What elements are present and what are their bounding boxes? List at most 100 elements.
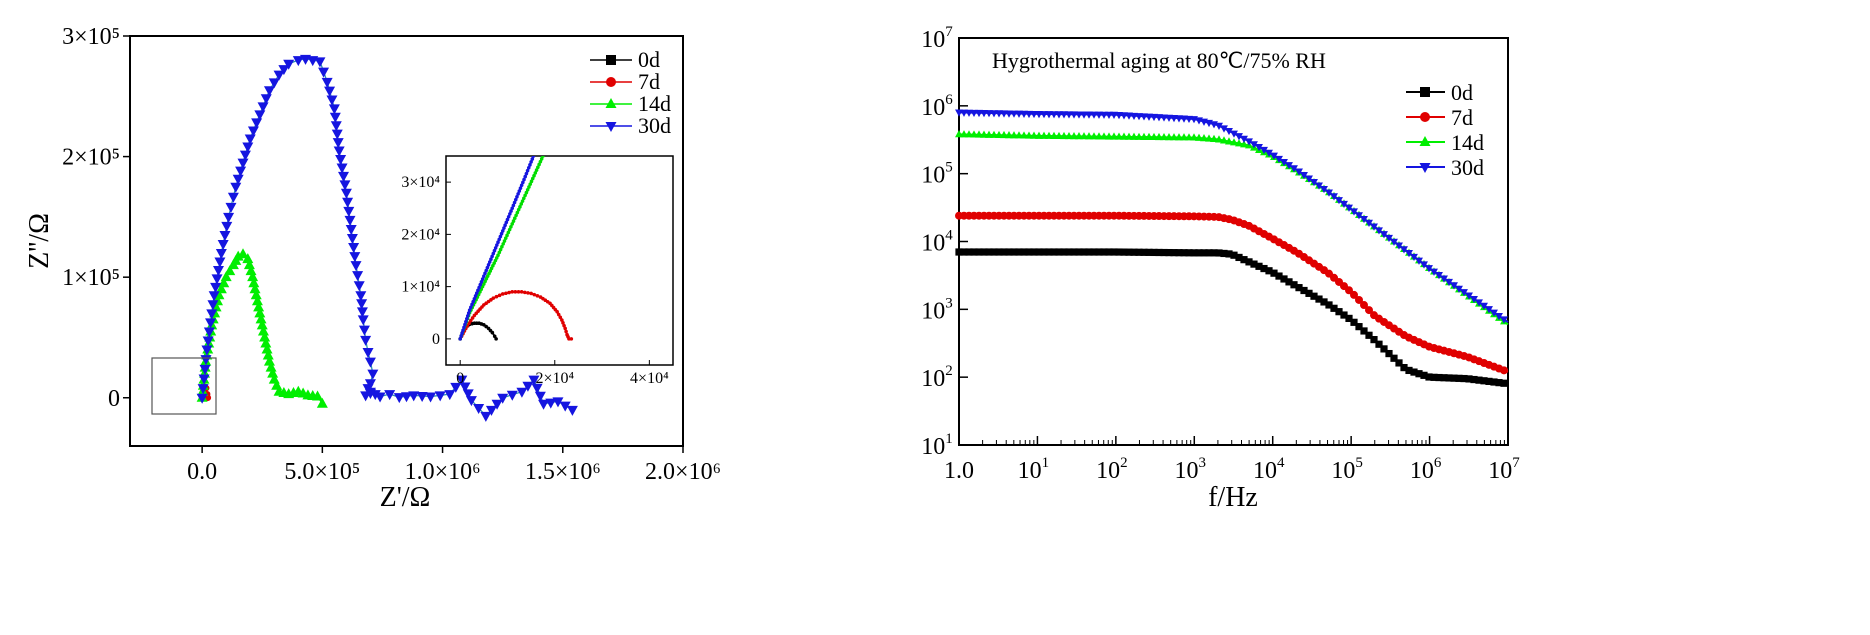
data-point xyxy=(1355,295,1363,304)
inset-data-point xyxy=(467,321,471,326)
data-point xyxy=(1045,111,1053,119)
data-point xyxy=(221,221,233,232)
data-point xyxy=(1485,306,1493,314)
inset-data-point xyxy=(459,334,463,338)
inset-data-point xyxy=(517,189,522,193)
data-point xyxy=(1330,193,1338,201)
inset-data-point xyxy=(490,330,495,335)
inset-data-point xyxy=(560,318,564,322)
data-point xyxy=(1440,374,1448,382)
data-point xyxy=(232,174,244,185)
inset-data-point xyxy=(500,229,505,233)
inset-data-point xyxy=(558,315,563,320)
data-point xyxy=(259,331,271,342)
data-point xyxy=(206,309,218,320)
legend-label: 0d xyxy=(638,47,660,72)
x-tick-label: 107 xyxy=(1488,455,1520,484)
inset-data-point xyxy=(525,187,530,192)
data-point xyxy=(339,180,351,191)
data-point xyxy=(1100,111,1108,119)
inset-data-point xyxy=(480,277,485,281)
inset-data-point xyxy=(529,179,534,184)
data-point xyxy=(1030,131,1038,139)
data-point xyxy=(1270,269,1278,277)
data-point xyxy=(1020,248,1028,256)
inset-data-point xyxy=(505,233,509,238)
data-point xyxy=(970,248,978,256)
x-tick-label: 104 xyxy=(1253,455,1285,484)
data-point xyxy=(212,265,224,276)
data-point xyxy=(1175,133,1183,141)
inset-data-point xyxy=(487,260,492,264)
data-point xyxy=(1365,219,1373,227)
data-point xyxy=(251,118,263,129)
inset-data-point xyxy=(538,159,543,164)
data-point xyxy=(1420,371,1428,379)
data-point xyxy=(1235,139,1243,147)
data-point xyxy=(1150,132,1158,141)
data-point xyxy=(1075,248,1083,256)
data-point xyxy=(1275,155,1283,164)
x-tick-label: 101 xyxy=(1018,455,1050,484)
inset-data-point xyxy=(510,290,515,294)
inset-data-point xyxy=(531,156,536,158)
data-point xyxy=(1040,111,1048,119)
data-point xyxy=(257,325,269,336)
data-point xyxy=(965,130,973,138)
data-point xyxy=(254,307,266,318)
inset-y-tick-label: 0 xyxy=(432,331,440,348)
data-point xyxy=(314,57,326,68)
data-point xyxy=(1260,264,1268,273)
data-point xyxy=(1035,248,1043,256)
data-point xyxy=(1470,375,1478,384)
data-point xyxy=(985,130,993,138)
legend-marker xyxy=(1420,112,1430,122)
inset-data-point xyxy=(473,294,478,298)
data-point xyxy=(1430,268,1438,276)
data-point xyxy=(1155,248,1163,257)
data-point xyxy=(352,271,364,282)
data-point xyxy=(342,197,354,208)
inset-chart: 0 2×10⁴ 4×10⁴ 0 1×10⁴ 2×10⁴ 3×10⁴ xyxy=(401,155,674,387)
series-14d xyxy=(955,130,1509,326)
inset-data-point xyxy=(472,297,477,301)
data-point xyxy=(1100,248,1108,256)
data-point xyxy=(247,126,259,137)
inset-data-point xyxy=(510,206,515,211)
data-point xyxy=(1465,292,1473,300)
data-point xyxy=(1195,249,1203,257)
data-point xyxy=(197,384,209,395)
inset-data-point xyxy=(518,186,523,190)
data-point xyxy=(1360,215,1368,224)
x-tick-label: 1.5×10⁶ xyxy=(525,459,601,485)
data-point xyxy=(434,391,446,402)
data-point xyxy=(1025,248,1033,256)
data-point xyxy=(1075,132,1083,140)
data-point xyxy=(1050,111,1058,119)
data-point xyxy=(250,289,262,300)
data-point xyxy=(444,390,456,401)
data-point xyxy=(1065,248,1073,256)
data-point xyxy=(1135,132,1143,140)
inset-data-point xyxy=(522,196,526,201)
data-point xyxy=(1050,248,1058,256)
inset-data-point xyxy=(512,200,517,205)
data-point xyxy=(1415,370,1423,378)
data-point xyxy=(278,65,290,76)
data-point xyxy=(1490,309,1498,317)
data-point xyxy=(1500,379,1508,387)
data-point xyxy=(1040,131,1048,139)
data-point xyxy=(1390,354,1398,362)
data-point xyxy=(1120,132,1128,140)
data-point xyxy=(1350,290,1358,299)
data-point xyxy=(1480,302,1488,310)
data-point xyxy=(1145,248,1153,256)
data-point xyxy=(1240,256,1248,264)
data-point xyxy=(534,391,546,402)
y-tick-label: 101 xyxy=(921,431,953,460)
inset-data-point xyxy=(470,302,474,307)
data-point xyxy=(1185,249,1193,257)
data-point xyxy=(1190,133,1198,141)
inset-data-point xyxy=(555,309,559,314)
